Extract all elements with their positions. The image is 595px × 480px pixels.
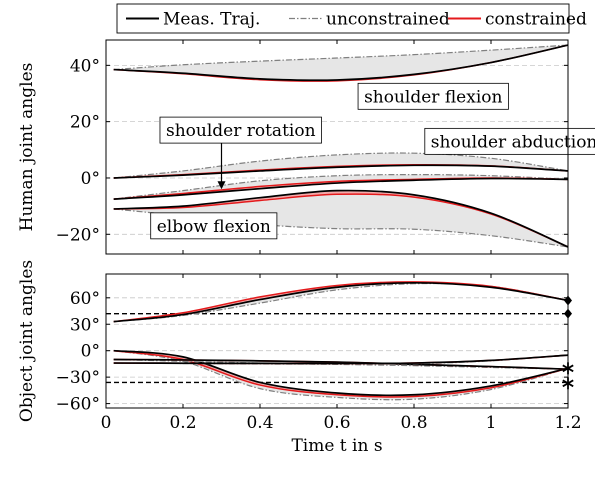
y-tick-label: 30° bbox=[70, 315, 100, 335]
unconstrained-line bbox=[113, 152, 569, 179]
y-tick-label: 40° bbox=[70, 56, 100, 76]
x-tick-label: 0 bbox=[101, 413, 112, 433]
unconstrained-line bbox=[113, 44, 569, 71]
measured-line bbox=[113, 281, 569, 323]
measured-line bbox=[113, 354, 569, 365]
x-tick-label: 1 bbox=[486, 413, 497, 433]
measured-line bbox=[113, 349, 569, 397]
annotation: shoulder rotation bbox=[159, 116, 322, 190]
measured-line bbox=[113, 44, 569, 82]
measured-line bbox=[113, 358, 569, 371]
y-tick-label: 0° bbox=[81, 169, 100, 189]
y-tick-label: −20° bbox=[56, 225, 100, 245]
measured-line bbox=[113, 189, 569, 248]
annotation-label: shoulder abduction bbox=[431, 132, 595, 152]
annotation-label: elbow flexion bbox=[157, 217, 271, 237]
x-tick-label: 0.8 bbox=[400, 413, 427, 433]
y-tick-label: 0° bbox=[81, 342, 100, 362]
annotation: elbow flexion bbox=[150, 212, 278, 240]
constrained-deviation-area bbox=[113, 350, 568, 398]
y-tick-label: 20° bbox=[70, 113, 100, 133]
y-tick-label: 60° bbox=[70, 289, 100, 309]
annotation-label: shoulder flexion bbox=[364, 87, 502, 107]
x-axis-label: Time t in s bbox=[291, 436, 382, 456]
human-joint-angles-panel: shoulder flexion shoulder abduction should… bbox=[17, 39, 595, 255]
x-tick-label: 0.2 bbox=[169, 413, 196, 433]
annotation-box bbox=[150, 212, 278, 240]
annotation-box bbox=[159, 116, 322, 144]
annotation-box bbox=[424, 127, 595, 155]
legend-entry-label: unconstrained bbox=[326, 10, 450, 30]
annotation: shoulder abduction bbox=[424, 127, 595, 155]
legend-entry-label: Meas. Traj. bbox=[163, 10, 260, 30]
annotation-label: shoulder rotation bbox=[166, 121, 316, 141]
annotation: shoulder flexion bbox=[357, 82, 509, 110]
measured-line bbox=[113, 177, 569, 200]
y-axis-label: Human joint angles bbox=[17, 63, 37, 232]
annotation-arrowhead bbox=[217, 181, 226, 190]
object-joint-angles-panel: −60° −30° 0° 30° 60° 0 0.2 0.4 0.6 0.8 1 1.2 Object … bbox=[17, 260, 582, 456]
unconstrained-deviation-area bbox=[113, 174, 568, 200]
y-tick-label: −30° bbox=[56, 368, 100, 388]
legend: Meas. Traj. unconstrained constrained bbox=[116, 3, 587, 34]
legend-entry-label: constrained bbox=[485, 10, 587, 30]
x-tick-label: 1.2 bbox=[554, 413, 581, 433]
x-tick-label: 0.4 bbox=[246, 413, 273, 433]
constrained-line bbox=[113, 281, 569, 323]
y-axis-label: Object joint angles bbox=[17, 260, 37, 422]
unconstrained-line bbox=[113, 173, 569, 200]
x-tick-label: 0.6 bbox=[323, 413, 350, 433]
y-tick-label: −60° bbox=[56, 395, 100, 415]
measured-line bbox=[113, 164, 569, 179]
legend-box bbox=[116, 3, 570, 34]
unconstrained-deviation-area bbox=[113, 45, 568, 81]
annotation-box bbox=[357, 82, 509, 110]
